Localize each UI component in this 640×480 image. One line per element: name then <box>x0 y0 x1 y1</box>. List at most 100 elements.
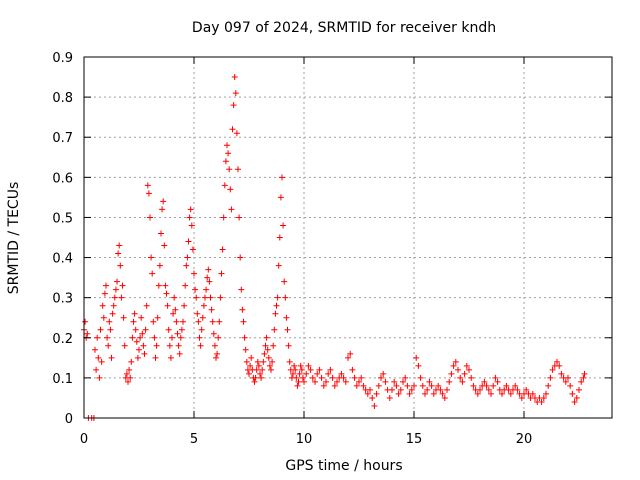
data-point <box>222 158 229 165</box>
data-point <box>275 262 282 269</box>
data-point <box>158 230 164 237</box>
data-point <box>191 270 197 277</box>
data-point <box>360 382 367 389</box>
data-point <box>439 390 446 397</box>
data-point <box>558 370 565 377</box>
data-point <box>115 250 122 257</box>
data-point <box>187 206 194 213</box>
data-point <box>229 126 236 133</box>
data-point <box>152 354 159 361</box>
data-point <box>186 214 193 221</box>
x-tick-label: 5 <box>190 432 198 447</box>
data-point <box>538 398 545 405</box>
data-point <box>210 330 217 337</box>
data-point <box>165 326 172 333</box>
data-point <box>298 366 305 373</box>
data-point <box>406 390 413 397</box>
data-point <box>221 182 228 189</box>
data-point <box>576 386 582 393</box>
data-point <box>430 390 437 397</box>
data-point <box>284 326 291 333</box>
data-point <box>118 294 125 301</box>
data-point <box>279 174 285 181</box>
data-point <box>230 102 237 109</box>
x-tick-label: 0 <box>80 432 88 447</box>
data-point <box>172 306 179 313</box>
data-point <box>488 390 494 397</box>
data-point <box>512 382 519 389</box>
data-point <box>286 358 293 365</box>
data-point <box>151 334 158 341</box>
data-point <box>422 390 428 397</box>
data-point <box>262 342 269 349</box>
data-point <box>98 358 105 365</box>
data-point <box>466 366 472 373</box>
data-point <box>246 370 252 377</box>
data-point <box>233 130 240 137</box>
data-point <box>373 390 380 397</box>
data-point <box>562 378 569 385</box>
data-point <box>95 354 102 361</box>
data-point <box>419 382 426 389</box>
data-point <box>340 374 347 381</box>
data-point <box>305 362 312 369</box>
data-point <box>273 302 280 309</box>
data-point <box>116 242 123 249</box>
data-point <box>204 274 211 281</box>
data-point <box>153 342 160 349</box>
data-point <box>241 334 248 341</box>
data-point <box>251 378 258 385</box>
data-point <box>108 354 115 361</box>
data-point <box>457 374 464 381</box>
y-tick-label: 0.3 <box>52 292 73 307</box>
data-point <box>567 382 574 389</box>
data-point <box>170 310 177 317</box>
data-point <box>316 366 323 373</box>
data-point <box>82 318 89 325</box>
data-point <box>193 294 200 301</box>
data-point <box>540 394 547 401</box>
data-point <box>178 326 185 333</box>
data-point <box>494 378 501 385</box>
data-point <box>109 310 116 317</box>
data-point <box>217 294 224 301</box>
data-point <box>255 362 262 369</box>
data-point <box>225 150 232 157</box>
data-point <box>261 350 268 357</box>
data-point <box>301 378 307 385</box>
data-point <box>215 334 222 341</box>
data-point <box>277 194 284 201</box>
data-point <box>331 382 338 389</box>
data-point <box>483 382 490 389</box>
data-point <box>351 374 358 381</box>
data-point <box>393 382 400 389</box>
data-point <box>219 246 226 253</box>
data-point <box>417 374 424 381</box>
data-point <box>529 390 536 397</box>
data-point <box>144 182 151 189</box>
data-point <box>154 314 161 321</box>
data-point <box>554 358 560 365</box>
data-point <box>437 386 444 393</box>
data-point <box>485 386 492 393</box>
data-point <box>312 378 318 385</box>
data-point <box>205 266 212 273</box>
data-point <box>408 386 415 393</box>
data-point <box>136 346 142 353</box>
data-point <box>142 326 149 333</box>
data-point <box>93 366 100 373</box>
data-point <box>375 382 382 389</box>
data-point <box>140 342 147 349</box>
data-point <box>257 370 263 377</box>
data-point <box>342 378 349 385</box>
data-point <box>226 166 233 173</box>
data-point <box>150 318 157 325</box>
data-point <box>84 330 91 337</box>
data-point <box>114 278 120 285</box>
y-tick-label: 0.4 <box>52 252 73 267</box>
data-point <box>196 334 203 341</box>
data-point <box>206 278 213 285</box>
data-point <box>571 398 578 405</box>
data-point <box>129 334 136 341</box>
data-point <box>378 374 384 381</box>
